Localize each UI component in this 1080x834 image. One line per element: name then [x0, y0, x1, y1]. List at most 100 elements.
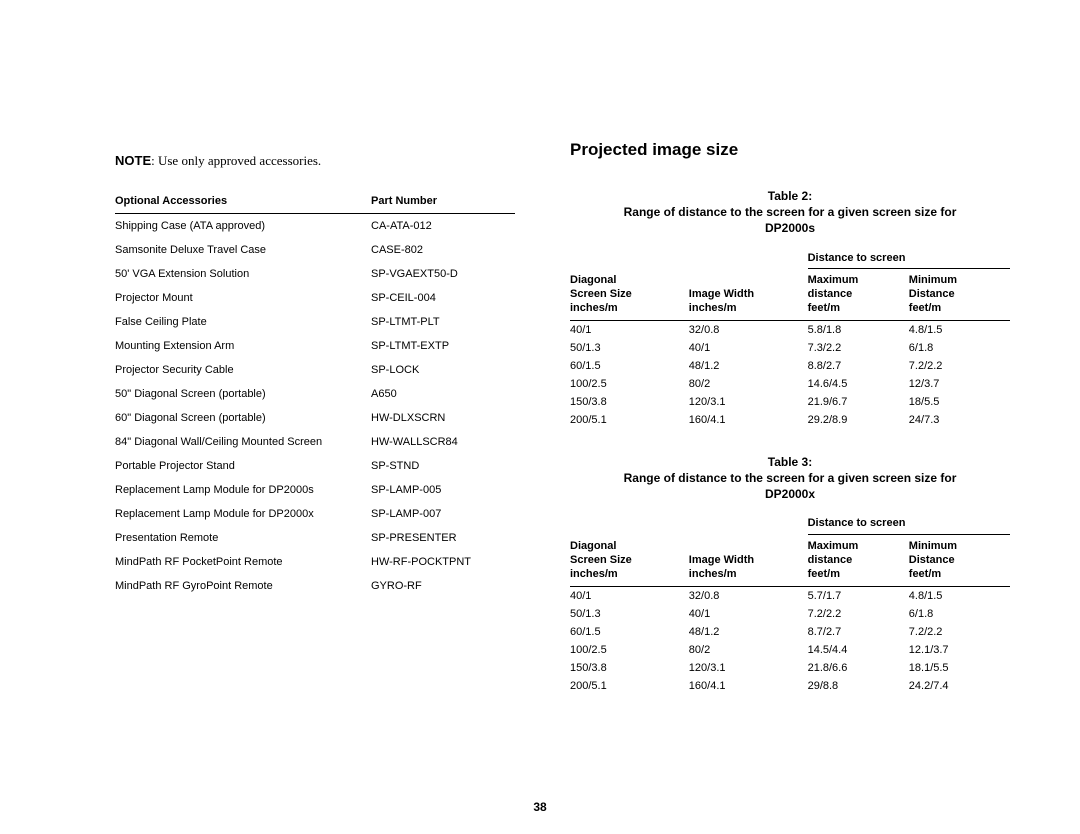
cell: 60/1.5	[570, 623, 689, 641]
accessory-part: HW-RF-POCKTPNT	[371, 550, 515, 574]
table-row: 50/1.340/17.2/2.26/1.8	[570, 605, 1010, 623]
accessory-part: HW-DLXSCRN	[371, 406, 515, 430]
table-row: 40/132/0.85.8/1.84.8/1.5	[570, 320, 1010, 339]
accessory-name: Projector Mount	[115, 286, 371, 310]
table3-caption: Table 3: Range of distance to the screen…	[570, 454, 1010, 503]
cell: 150/3.8	[570, 393, 689, 411]
accessory-name: MindPath RF GyroPoint Remote	[115, 574, 371, 598]
table-row: Presentation RemoteSP-PRESENTER	[115, 526, 515, 550]
cell: 4.8/1.5	[909, 320, 1010, 339]
table-row: False Ceiling PlateSP-LTMT-PLT	[115, 310, 515, 334]
note-body: : Use only approved accessories.	[151, 153, 321, 168]
accessories-header-name: Optional Accessories	[115, 189, 371, 214]
cell: 50/1.3	[570, 339, 689, 357]
note-text: NOTE: Use only approved accessories.	[115, 153, 515, 169]
cell: 21.8/6.6	[808, 659, 909, 677]
accessory-name: Samsonite Deluxe Travel Case	[115, 238, 371, 262]
accessory-name: 50' VGA Extension Solution	[115, 262, 371, 286]
accessory-part: CA-ATA-012	[371, 214, 515, 239]
table2-caption-line3: DP2000s	[765, 221, 815, 235]
cell: 8.8/2.7	[808, 357, 909, 375]
accessories-table: Optional Accessories Part Number Shippin…	[115, 189, 515, 598]
projection-table-3: DiagonalScreen Sizeinches/m Image Widthi…	[570, 512, 1010, 694]
table-row: 200/5.1160/4.129.2/8.924/7.3	[570, 411, 1010, 429]
cell: 6/1.8	[909, 605, 1010, 623]
accessory-part: SP-LAMP-007	[371, 502, 515, 526]
table-row: Projector Security CableSP-LOCK	[115, 358, 515, 382]
cell: 48/1.2	[689, 357, 808, 375]
accessory-part: SP-LOCK	[371, 358, 515, 382]
cell: 80/2	[689, 375, 808, 393]
accessory-name: Projector Security Cable	[115, 358, 371, 382]
accessory-name: 84" Diagonal Wall/Ceiling Mounted Screen	[115, 430, 371, 454]
table-row: MindPath RF GyroPoint RemoteGYRO-RF	[115, 574, 515, 598]
t2-header-max: Maximumdistancefeet/m	[808, 268, 909, 320]
table-row: 100/2.580/214.5/4.412.1/3.7	[570, 641, 1010, 659]
accessory-part: CASE-802	[371, 238, 515, 262]
table-row: Replacement Lamp Module for DP2000sSP-LA…	[115, 478, 515, 502]
left-column: NOTE: Use only approved accessories. Opt…	[115, 140, 515, 720]
t2-header-distance-span: Distance to screen	[808, 247, 1010, 269]
section-heading: Projected image size	[570, 140, 1010, 160]
table-row: Portable Projector StandSP-STND	[115, 454, 515, 478]
cell: 29/8.8	[808, 677, 909, 695]
accessory-part: A650	[371, 382, 515, 406]
t3-header-max: Maximumdistancefeet/m	[808, 534, 909, 586]
table-row: Mounting Extension ArmSP-LTMT-EXTP	[115, 334, 515, 358]
table-row: 60" Diagonal Screen (portable)HW-DLXSCRN	[115, 406, 515, 430]
cell: 24/7.3	[909, 411, 1010, 429]
accessory-part: HW-WALLSCR84	[371, 430, 515, 454]
accessory-part: SP-LTMT-EXTP	[371, 334, 515, 358]
table3-caption-line2: Range of distance to the screen for a gi…	[624, 471, 957, 485]
t2-header-diagonal: DiagonalScreen Sizeinches/m	[570, 247, 689, 321]
cell: 29.2/8.9	[808, 411, 909, 429]
accessory-part: GYRO-RF	[371, 574, 515, 598]
cell: 6/1.8	[909, 339, 1010, 357]
cell: 40/1	[689, 605, 808, 623]
table-row: 50' VGA Extension SolutionSP-VGAEXT50-D	[115, 262, 515, 286]
accessory-name: Presentation Remote	[115, 526, 371, 550]
accessory-name: Replacement Lamp Module for DP2000s	[115, 478, 371, 502]
right-column: Projected image size Table 2: Range of d…	[570, 140, 1010, 720]
accessory-name: False Ceiling Plate	[115, 310, 371, 334]
accessory-name: Mounting Extension Arm	[115, 334, 371, 358]
table-row: Shipping Case (ATA approved)CA-ATA-012	[115, 214, 515, 239]
table3-caption-line1: Table 3:	[768, 455, 812, 469]
table-row: 100/2.580/214.6/4.512/3.7	[570, 375, 1010, 393]
cell: 7.2/2.2	[909, 623, 1010, 641]
table-row: Projector MountSP-CEIL-004	[115, 286, 515, 310]
cell: 200/5.1	[570, 677, 689, 695]
table-row: 50/1.340/17.3/2.26/1.8	[570, 339, 1010, 357]
cell: 18/5.5	[909, 393, 1010, 411]
t2-header-min: MinimumDistancefeet/m	[909, 268, 1010, 320]
table-row: Samsonite Deluxe Travel CaseCASE-802	[115, 238, 515, 262]
cell: 160/4.1	[689, 677, 808, 695]
cell: 40/1	[570, 586, 689, 605]
cell: 5.7/1.7	[808, 586, 909, 605]
cell: 14.5/4.4	[808, 641, 909, 659]
t3-header-width: Image Widthinches/m	[689, 512, 808, 586]
cell: 40/1	[570, 320, 689, 339]
t2-header-width: Image Widthinches/m	[689, 247, 808, 321]
table-row: 150/3.8120/3.121.9/6.718/5.5	[570, 393, 1010, 411]
cell: 50/1.3	[570, 605, 689, 623]
table2-caption-line2: Range of distance to the screen for a gi…	[624, 205, 957, 219]
projection-table-2: DiagonalScreen Sizeinches/m Image Widthi…	[570, 247, 1010, 429]
cell: 24.2/7.4	[909, 677, 1010, 695]
cell: 18.1/5.5	[909, 659, 1010, 677]
table3-caption-line3: DP2000x	[765, 487, 815, 501]
t3-header-min: MinimumDistancefeet/m	[909, 534, 1010, 586]
cell: 8.7/2.7	[808, 623, 909, 641]
table-row: 40/132/0.85.7/1.74.8/1.5	[570, 586, 1010, 605]
accessory-name: Shipping Case (ATA approved)	[115, 214, 371, 239]
cell: 7.2/2.2	[909, 357, 1010, 375]
accessory-part: SP-CEIL-004	[371, 286, 515, 310]
note-label: NOTE	[115, 153, 151, 168]
cell: 120/3.1	[689, 393, 808, 411]
cell: 100/2.5	[570, 641, 689, 659]
table-row: 60/1.548/1.28.8/2.77.2/2.2	[570, 357, 1010, 375]
accessory-name: Portable Projector Stand	[115, 454, 371, 478]
table-row: MindPath RF PocketPoint RemoteHW-RF-POCK…	[115, 550, 515, 574]
page-number: 38	[0, 800, 1080, 814]
table-row: 200/5.1160/4.129/8.824.2/7.4	[570, 677, 1010, 695]
